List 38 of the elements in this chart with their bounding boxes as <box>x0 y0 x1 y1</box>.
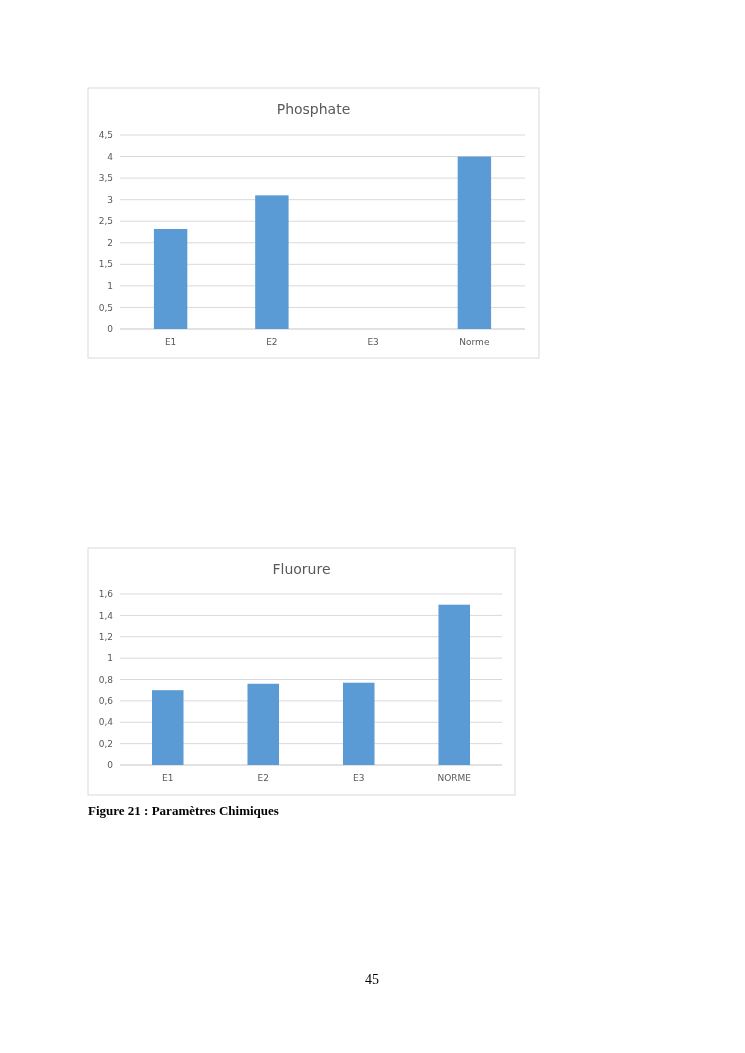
caption: Figure 21 : Paramètres Chimiques <box>88 803 279 818</box>
y-tick-label: 0,6 <box>98 696 114 707</box>
x-tick-label: E2 <box>257 773 269 783</box>
y-tick-label: 1,6 <box>98 589 114 600</box>
y-tick-label: 0,8 <box>98 674 114 685</box>
x-tick-label: E1 <box>164 337 177 347</box>
y-tick-label: 0 <box>107 760 114 771</box>
x-tick-label: E1 <box>162 773 174 783</box>
chart-title: Phosphate <box>276 101 351 117</box>
y-tick-label: 3 <box>107 194 113 205</box>
bar <box>255 195 289 329</box>
bar <box>153 228 188 329</box>
y-tick-label: 1 <box>107 281 113 292</box>
y-tick-label: 1,4 <box>98 610 114 621</box>
chart-title: Fluorure <box>272 561 331 577</box>
y-tick-label: 1 <box>107 653 113 664</box>
bar <box>457 156 492 329</box>
bar <box>438 604 471 765</box>
bar <box>151 690 184 765</box>
x-tick-label: Norme <box>459 337 490 347</box>
y-tick-label: 0 <box>107 324 114 335</box>
bar <box>342 682 375 765</box>
bar <box>247 683 280 765</box>
x-tick-label: NORME <box>437 773 472 783</box>
x-tick-label: E3 <box>367 337 379 347</box>
text: 45 <box>365 972 379 987</box>
y-tick-label: 2,5 <box>98 216 113 227</box>
y-tick-label: 1,5 <box>98 259 113 270</box>
y-tick-label: 0,4 <box>98 717 114 728</box>
y-tick-label: 4,5 <box>98 130 113 141</box>
y-tick-label: 4 <box>107 151 114 162</box>
y-tick-label: 3,5 <box>98 173 113 184</box>
y-tick-label: 0,2 <box>98 738 113 749</box>
x-tick-label: E3 <box>353 773 365 783</box>
y-tick-label: 1,2 <box>98 631 113 642</box>
y-tick-label: 2 <box>107 237 113 248</box>
y-tick-label: 0,5 <box>98 302 113 313</box>
x-tick-label: E2 <box>266 337 278 347</box>
